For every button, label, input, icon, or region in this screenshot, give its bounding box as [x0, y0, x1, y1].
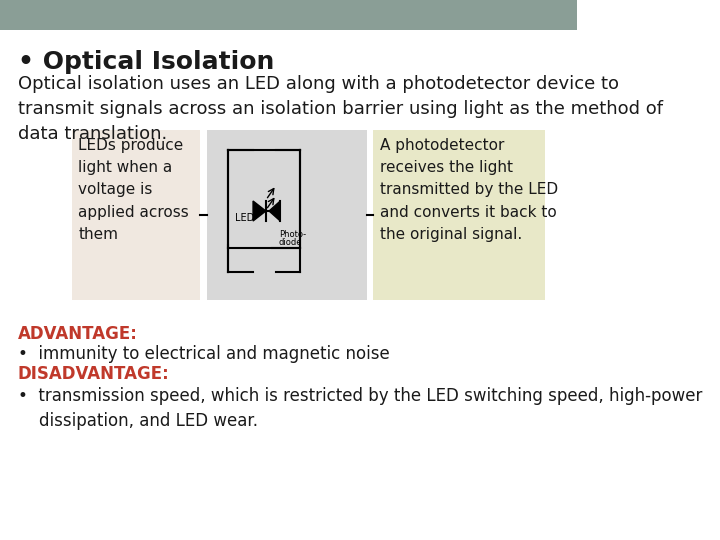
Text: Optical isolation uses an LED along with a photodetector device to
transmit sign: Optical isolation uses an LED along with…: [17, 75, 662, 143]
Text: LEDs produce
light when a
voltage is
applied across
them: LEDs produce light when a voltage is app…: [78, 138, 189, 242]
Text: A photodetector
receives the light
transmitted by the LED
and converts it back t: A photodetector receives the light trans…: [379, 138, 558, 242]
Text: diode: diode: [279, 238, 302, 247]
Polygon shape: [269, 201, 280, 221]
Text: Photo-: Photo-: [279, 230, 306, 239]
Text: •  immunity to electrical and magnetic noise: • immunity to electrical and magnetic no…: [17, 345, 390, 363]
FancyBboxPatch shape: [373, 130, 545, 300]
Text: • Optical Isolation: • Optical Isolation: [17, 50, 274, 74]
FancyBboxPatch shape: [0, 0, 577, 30]
Text: LED: LED: [235, 213, 255, 223]
Polygon shape: [253, 201, 266, 221]
Text: DISADVANTAGE:: DISADVANTAGE:: [17, 365, 169, 383]
Text: •  transmission speed, which is restricted by the LED switching speed, high-powe: • transmission speed, which is restricte…: [17, 387, 702, 430]
FancyBboxPatch shape: [72, 130, 200, 300]
Text: ADVANTAGE:: ADVANTAGE:: [17, 325, 138, 343]
FancyBboxPatch shape: [207, 130, 366, 300]
